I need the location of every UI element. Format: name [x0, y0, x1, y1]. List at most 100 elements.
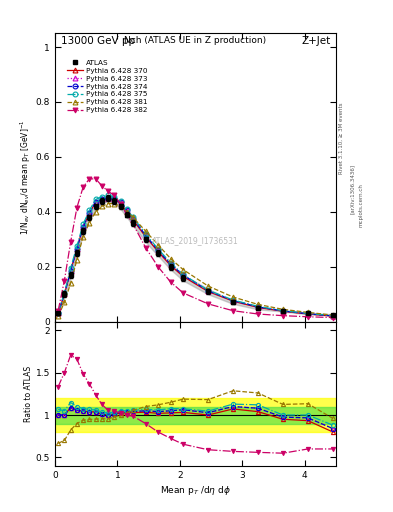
Pythia 6.428 381	[168, 255, 173, 262]
Pythia 6.428 381	[143, 228, 148, 234]
Pythia 6.428 381	[255, 302, 260, 308]
Pythia 6.428 375	[87, 207, 92, 214]
Text: mcplots.cern.ch: mcplots.cern.ch	[358, 183, 364, 227]
Line: Pythia 6.428 381: Pythia 6.428 381	[56, 201, 335, 318]
Pythia 6.428 373	[87, 210, 92, 216]
Text: Rivet 3.1.10, ≥ 3M events: Rivet 3.1.10, ≥ 3M events	[339, 102, 344, 174]
Pythia 6.428 370	[62, 291, 67, 297]
Pythia 6.428 370	[75, 246, 79, 252]
Bar	[55, 407, 336, 423]
Pythia 6.428 382	[331, 314, 335, 321]
Pythia 6.428 382	[62, 278, 67, 284]
Pythia 6.428 375	[75, 243, 79, 249]
Pythia 6.428 370	[306, 311, 310, 317]
Pythia 6.428 373	[75, 246, 79, 252]
Pythia 6.428 374	[168, 261, 173, 267]
Pythia 6.428 381	[62, 300, 67, 306]
Pythia 6.428 382	[99, 183, 104, 189]
Pythia 6.428 381	[93, 209, 98, 215]
Pythia 6.428 375	[231, 297, 235, 303]
Pythia 6.428 375	[156, 246, 160, 252]
Pythia 6.428 373	[62, 291, 67, 297]
Pythia 6.428 374	[131, 216, 136, 222]
Pythia 6.428 373	[306, 311, 310, 317]
Pythia 6.428 375	[143, 231, 148, 237]
Pythia 6.428 370	[87, 210, 92, 216]
Pythia 6.428 373	[168, 261, 173, 267]
Pythia 6.428 373	[125, 207, 129, 214]
Pythia 6.428 375	[68, 265, 73, 271]
Pythia 6.428 370	[106, 195, 110, 201]
Pythia 6.428 382	[143, 244, 148, 250]
Pythia 6.428 373	[156, 247, 160, 253]
Pythia 6.428 373	[81, 224, 86, 230]
Line: Pythia 6.428 375: Pythia 6.428 375	[56, 193, 335, 318]
Pythia 6.428 381	[99, 203, 104, 209]
Pythia 6.428 373	[231, 297, 235, 304]
Text: Nch (ATLAS UE in Z production): Nch (ATLAS UE in Z production)	[125, 36, 266, 45]
Pythia 6.428 374	[306, 311, 310, 317]
Text: Z+Jet: Z+Jet	[301, 36, 331, 46]
Pythia 6.428 374	[206, 288, 210, 294]
Y-axis label: Ratio to ATLAS: Ratio to ATLAS	[24, 366, 33, 422]
Pythia 6.428 375	[255, 303, 260, 309]
Pythia 6.428 370	[255, 304, 260, 310]
Legend: ATLAS, Pythia 6.428 370, Pythia 6.428 373, Pythia 6.428 374, Pythia 6.428 375, P: ATLAS, Pythia 6.428 370, Pythia 6.428 37…	[64, 57, 150, 116]
Text: [arXiv:1306.3436]: [arXiv:1306.3436]	[350, 164, 355, 215]
Pythia 6.428 373	[281, 308, 285, 314]
Pythia 6.428 381	[75, 257, 79, 263]
Bar	[55, 398, 336, 432]
Line: Pythia 6.428 374: Pythia 6.428 374	[56, 196, 335, 318]
Pythia 6.428 374	[106, 195, 110, 201]
Pythia 6.428 382	[156, 264, 160, 270]
Pythia 6.428 373	[118, 199, 123, 205]
Pythia 6.428 374	[75, 246, 79, 252]
Pythia 6.428 374	[87, 210, 92, 216]
Pythia 6.428 382	[93, 176, 98, 182]
Pythia 6.428 370	[93, 199, 98, 205]
Pythia 6.428 374	[281, 308, 285, 314]
Pythia 6.428 374	[181, 272, 185, 278]
Pythia 6.428 370	[143, 233, 148, 240]
Pythia 6.428 381	[106, 201, 110, 207]
Pythia 6.428 374	[62, 291, 67, 297]
Pythia 6.428 373	[255, 304, 260, 310]
Pythia 6.428 381	[181, 266, 185, 272]
Pythia 6.428 375	[331, 313, 335, 319]
Pythia 6.428 382	[131, 221, 136, 227]
Pythia 6.428 370	[181, 273, 185, 280]
Pythia 6.428 375	[131, 214, 136, 220]
Pythia 6.428 374	[125, 207, 129, 214]
Pythia 6.428 382	[168, 279, 173, 285]
Pythia 6.428 375	[81, 221, 86, 227]
Pythia 6.428 382	[281, 313, 285, 319]
Pythia 6.428 374	[68, 268, 73, 274]
Pythia 6.428 374	[99, 197, 104, 203]
Pythia 6.428 382	[112, 193, 117, 199]
Line: Pythia 6.428 370: Pythia 6.428 370	[56, 196, 335, 318]
Pythia 6.428 373	[106, 195, 110, 201]
Pythia 6.428 382	[255, 311, 260, 317]
Pythia 6.428 382	[81, 184, 86, 190]
Line: Pythia 6.428 382: Pythia 6.428 382	[56, 177, 335, 320]
Pythia 6.428 381	[231, 294, 235, 300]
Pythia 6.428 375	[106, 193, 110, 199]
Pythia 6.428 373	[131, 216, 136, 222]
Pythia 6.428 381	[281, 306, 285, 312]
Pythia 6.428 381	[206, 283, 210, 289]
Pythia 6.428 381	[81, 233, 86, 240]
Pythia 6.428 381	[306, 309, 310, 315]
Pythia 6.428 373	[56, 310, 61, 316]
Pythia 6.428 374	[255, 304, 260, 310]
Pythia 6.428 373	[99, 197, 104, 203]
Y-axis label: 1/N$_{ev}$ dN$_{ev}$/d mean p$_{T}$ [GeV]$^{-1}$: 1/N$_{ev}$ dN$_{ev}$/d mean p$_{T}$ [GeV…	[18, 120, 33, 236]
Pythia 6.428 373	[331, 313, 335, 319]
Pythia 6.428 373	[206, 288, 210, 294]
Pythia 6.428 375	[56, 310, 61, 316]
Pythia 6.428 381	[125, 209, 129, 215]
Pythia 6.428 381	[56, 313, 61, 319]
Pythia 6.428 370	[156, 249, 160, 255]
Pythia 6.428 381	[118, 203, 123, 209]
Pythia 6.428 374	[118, 199, 123, 205]
Pythia 6.428 381	[131, 214, 136, 220]
